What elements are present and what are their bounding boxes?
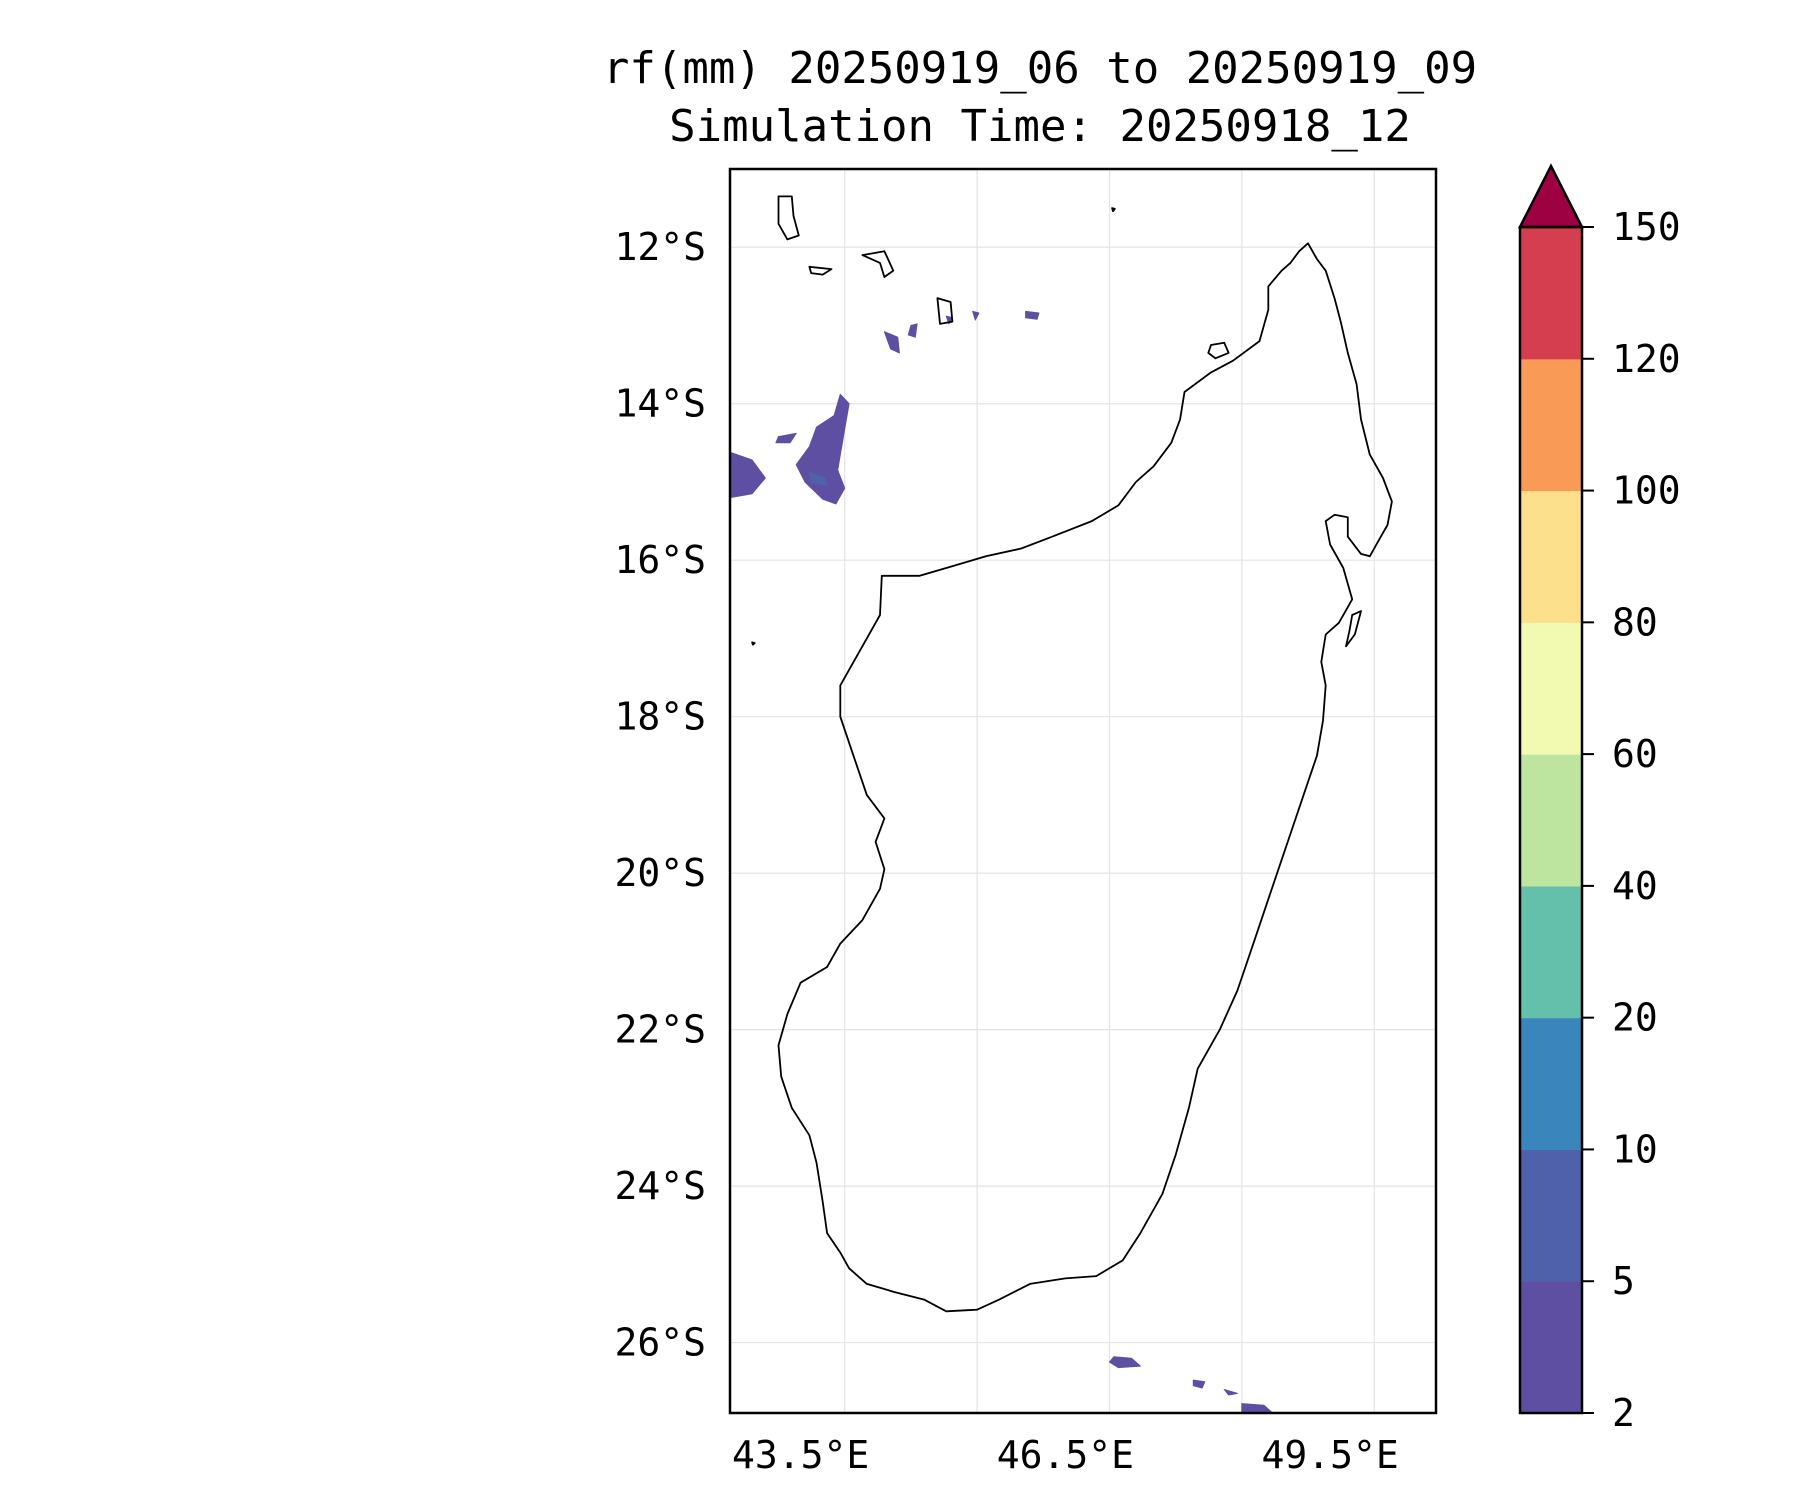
colorbar-tick-label: 150 [1612,205,1681,249]
lon-tick-label: 46.5°E [997,1433,1134,1477]
rain-area-cell-12-9 [945,315,953,325]
rain-area-mozambique-channel-west [730,451,766,499]
colorbar-tick-label: 100 [1612,469,1681,513]
rain-area-cell-13-0 [907,323,918,338]
map-frame [728,167,1438,1415]
islet-north [1111,207,1116,213]
rain-area-south-cell-d [1241,1403,1274,1413]
rain-area-mayotte-band [795,393,850,505]
title-line-1: rf(mm) 20250919_06 to 20250919_09 [602,43,1478,94]
rain-area-south-cell-a [1109,1356,1141,1369]
rain-area-cell-13-1 [883,331,900,354]
colorbar-segment [1520,1281,1582,1414]
colorbar-tick-label: 20 [1612,996,1658,1040]
madagascar-coastline [777,242,1393,1313]
colorbar: 2 5 10 20 40 60 80 100 120 150 [1517,163,1681,1435]
rain-area-heavier-core [808,472,828,487]
colorbar-frame [1518,225,1584,1415]
colorbar-tick-label: 80 [1612,600,1658,644]
nosy-be [1207,341,1230,360]
title-line-2: Simulation Time: 20250918_12 [669,101,1411,152]
rain-area-small-cell-14-4 [775,432,797,444]
sainte-marie-island [1345,610,1362,648]
lat-tick-label: 14°S [614,382,706,426]
colorbar-segment [1520,1149,1582,1282]
lat-tick-label: 16°S [614,538,706,582]
lat-tick-label: 22°S [614,1008,706,1052]
rainfall-layer [730,310,1274,1413]
colorbar-segment [1520,885,1582,1019]
anjouan [861,250,895,278]
colorbar-tick-label: 60 [1612,732,1658,776]
colorbar-segment [1520,754,1582,887]
mayotte [936,297,954,325]
lat-tick-label: 20°S [614,851,706,895]
lat-tick-label: 24°S [614,1164,706,1208]
lon-tick-label: 49.5°E [1261,1433,1398,1477]
colorbar-tick-label: 5 [1612,1259,1635,1303]
map-title: rf(mm) 20250919_06 to 20250919_09 Simula… [520,40,1560,156]
colorbar-segment [1520,358,1582,492]
coastline-layer [751,195,1393,1313]
colorbar-tick-label: 10 [1612,1127,1658,1171]
rain-area-cell-12-8b [1025,310,1040,320]
colorbar-tick-label: 40 [1612,864,1658,908]
colorbar-extend-arrow [1517,163,1585,229]
rain-area-cell-12-8a [972,310,980,321]
rain-area-south-cell-c [1223,1389,1238,1396]
colorbar-segment [1520,622,1582,755]
colorbar-segment [1520,1017,1582,1151]
rain-area-south-cell-b [1192,1379,1206,1389]
islet-west [751,641,756,646]
lat-tick-label: 18°S [614,695,706,739]
colorbar-segment [1520,227,1582,360]
longitude-ticks: 43.5°E 46.5°E 49.5°E [732,1433,1399,1477]
lon-tick-label: 43.5°E [732,1433,869,1477]
lat-tick-label: 12°S [614,225,706,269]
lat-tick-label: 26°S [614,1321,706,1365]
colorbar-tick-label: 120 [1612,337,1681,381]
colorbar-tick-label: 2 [1612,1391,1635,1435]
latitude-ticks: 12°S 14°S 16°S 18°S 20°S 22°S 24°S 26°S [614,225,706,1364]
colorbar-segment [1520,490,1582,623]
grande-comore [777,195,800,241]
gridlines [730,169,1436,1413]
map-background [730,169,1436,1413]
moheli [808,265,833,276]
